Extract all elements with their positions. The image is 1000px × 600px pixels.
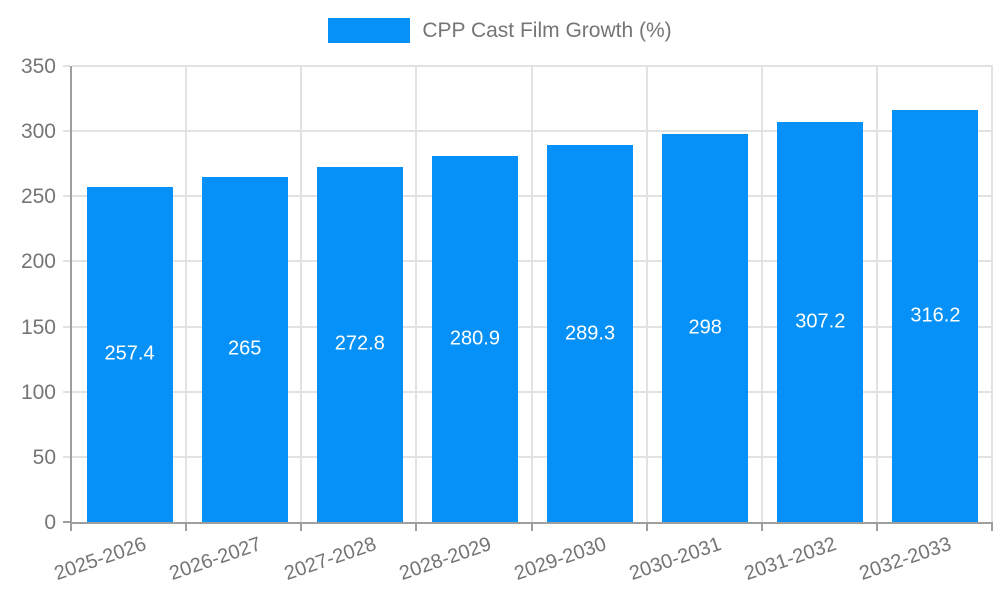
y-axis-tick-label: 150	[20, 315, 56, 339]
x-axis-tick-label: 2032-2033	[856, 533, 955, 585]
bar-2025-2026[interactable]: 257.4	[86, 186, 173, 522]
plot-area: 257.4 265 272.8 280.9 289.3 298 307.2 316.2	[63, 65, 993, 531]
gridline-vertical	[991, 66, 993, 522]
bar-2026-2027[interactable]: 265	[201, 176, 288, 522]
bar-value-label: 265	[228, 337, 262, 360]
x-axis-tick	[645, 524, 648, 531]
bar-value-label: 280.9	[449, 327, 500, 350]
gridline-horizontal	[72, 130, 993, 133]
bar-2028-2029[interactable]: 280.9	[431, 156, 518, 522]
gridline-horizontal	[72, 260, 993, 263]
bar-2027-2028[interactable]: 272.8	[316, 166, 403, 522]
bar-value-label: 272.8	[334, 332, 385, 355]
legend-swatch[interactable]	[328, 18, 411, 43]
x-axis-line	[70, 522, 993, 524]
x-axis-tick-label: 2031-2032	[741, 533, 840, 585]
chart-legend[interactable]: CPP Cast Film Growth (%)	[0, 18, 1000, 43]
x-axis-tick-label: 2026-2027	[166, 533, 264, 585]
bar-value-label: 307.2	[795, 310, 846, 333]
y-axis-tick	[63, 325, 70, 328]
y-axis-tick-label: 100	[20, 380, 56, 404]
x-axis-tick	[760, 524, 763, 531]
y-axis-tick-label: 50	[32, 445, 56, 469]
x-axis-tick-label: 2029-2030	[511, 533, 610, 585]
bar-value-label: 298	[688, 316, 722, 339]
x-axis-tick-label: 2028-2029	[396, 533, 495, 585]
x-axis-tick	[300, 524, 303, 531]
x-axis-tick-label: 2025-2026	[51, 533, 149, 585]
x-axis-tick	[875, 524, 878, 531]
y-axis-tick	[63, 260, 70, 263]
y-axis-tick	[63, 455, 70, 458]
x-axis-tick-label: 2030-2031	[626, 533, 725, 585]
x-axis-tick-label: 2027-2028	[281, 533, 379, 585]
bar-value-label: 257.4	[104, 342, 155, 365]
bar-value-label: 316.2	[910, 304, 961, 327]
gridline-vertical	[760, 66, 763, 522]
y-axis-tick-label: 350	[20, 55, 56, 78]
y-axis-line	[70, 66, 72, 529]
y-axis-tick-label: 200	[20, 250, 56, 274]
x-axis-tick	[991, 524, 993, 531]
gridline-horizontal	[72, 195, 993, 198]
y-axis-tick	[63, 130, 70, 133]
x-axis-tick	[530, 524, 533, 531]
y-axis-tick	[63, 65, 70, 67]
gridline-vertical	[300, 66, 303, 522]
x-axis-tick	[415, 524, 418, 531]
y-axis-tick	[63, 390, 70, 393]
gridline-horizontal	[72, 455, 993, 458]
gridline-vertical	[530, 66, 533, 522]
y-axis-tick-label: 0	[44, 511, 56, 534]
bar-value-label: 289.3	[565, 322, 616, 345]
gridline-vertical	[185, 66, 188, 522]
y-axis-tick	[63, 521, 70, 523]
bar-2030-2031[interactable]: 298	[662, 133, 749, 522]
gridline-horizontal	[72, 325, 993, 328]
gridline-vertical	[415, 66, 418, 522]
gridline-horizontal	[72, 65, 993, 67]
bar-2031-2032[interactable]: 307.2	[777, 121, 864, 522]
gridline-horizontal	[72, 390, 993, 393]
x-axis-tick	[185, 524, 188, 531]
bar-2029-2030[interactable]: 289.3	[547, 145, 634, 522]
bar-2032-2033[interactable]: 316.2	[892, 110, 979, 522]
y-axis-tick-label: 300	[20, 120, 56, 144]
gridline-vertical	[645, 66, 648, 522]
y-axis-tick-label: 250	[20, 185, 56, 209]
gridline-vertical	[875, 66, 878, 522]
legend-label[interactable]: CPP Cast Film Growth (%)	[422, 18, 672, 42]
y-axis-tick	[63, 195, 70, 198]
